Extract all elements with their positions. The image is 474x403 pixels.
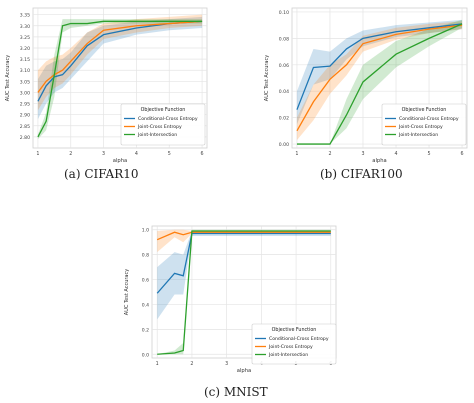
legend-entry: Conditional-Cross Entropy	[399, 116, 459, 122]
y-axis-label: AUC Test Accuracy	[264, 55, 270, 101]
y-tick-label: 2.90	[20, 113, 30, 119]
legend-entry: Joint-Intersection	[398, 132, 438, 138]
legend-box	[120, 103, 206, 146]
x-tick-label: 3	[361, 151, 364, 157]
caption-cifar100: (b) CIFAR100	[320, 167, 403, 181]
x-tick-label: 3	[225, 361, 228, 367]
series-line-jce	[156, 231, 331, 241]
confidence-band-cce	[37, 16, 203, 120]
y-tick-label: 0.06	[279, 63, 289, 69]
y-axis-label: AUC Test Accuracy	[124, 269, 130, 315]
y-tick-label: 3.25	[20, 35, 30, 41]
series-line-cce	[156, 232, 331, 294]
series-line-jce	[37, 20, 203, 93]
x-tick-label: 1	[36, 151, 39, 157]
x-tick-label: 4	[135, 151, 138, 157]
y-tick-label: 2.85	[20, 124, 30, 130]
confidence-band-jce	[37, 14, 203, 111]
x-tick-label: 2	[328, 151, 331, 157]
series-line-ji	[157, 230, 331, 355]
legend-entry: Joint-Cross Entropy	[268, 344, 313, 350]
x-tick-label: 4	[394, 151, 397, 157]
series-line-cce	[37, 20, 203, 102]
x-axis-label: alpha	[113, 158, 127, 164]
x-tick-label: 6	[461, 151, 464, 157]
y-tick-label: 0.8	[142, 253, 149, 259]
confidence-band-jce	[296, 21, 463, 141]
chart-cifar10-svg: 2.80 2.85 2.90 2.95 3.00 3.05 3.10 3.15 3.20 3.25…	[5, 7, 208, 164]
y-tick-label: 0.08	[279, 36, 289, 42]
y-tick-label: 2.80	[20, 135, 30, 141]
y-tick-label: 3.30	[20, 24, 30, 30]
y-tick-label: 0.2	[142, 327, 149, 333]
series-line-jce	[296, 24, 463, 132]
chart-cifar100-svg: 0.00 0.02 0.04 0.06 0.08 0.10 1 2 3 4 5 6 alpha AUC T…	[264, 7, 468, 164]
y-tick-label: 3.05	[20, 79, 30, 85]
chart-cifar10: 2.80 2.85 2.90 2.95 3.00 3.05 3.10 3.15 3.20 3.25…	[0, 0, 220, 165]
x-tick-label: 2	[69, 151, 72, 157]
legend-entry: Joint-Intersection	[137, 132, 177, 138]
y-axis-label: AUC Test Accuracy	[5, 55, 11, 101]
y-tick-label: 0.04	[279, 89, 289, 95]
x-tick-label: 1	[156, 361, 159, 367]
y-tick-label: 0.6	[142, 278, 149, 284]
legend-entry: Conditional-Cross Entropy	[269, 336, 329, 342]
confidence-band-cce	[296, 19, 463, 125]
x-tick-label: 6	[201, 151, 204, 157]
y-tick-label: 0.0	[142, 352, 149, 358]
x-tick-label: 5	[427, 151, 430, 157]
y-tick-label: 1.0	[142, 228, 149, 234]
y-tick-label: 0.00	[279, 142, 289, 148]
y-tick-label: 3.15	[20, 57, 30, 63]
series-line-cce	[296, 23, 463, 110]
x-tick-label: 1	[295, 151, 298, 157]
y-tick-label: 2.95	[20, 102, 30, 108]
legend-box	[381, 103, 467, 146]
chart-cifar100: 0.00 0.02 0.04 0.06 0.08 0.10 1 2 3 4 5 6 alpha AUC T…	[252, 0, 472, 165]
legend-entry: Joint-Cross Entropy	[137, 124, 182, 130]
legend-title: Objective Function	[402, 107, 447, 113]
y-tick-label: 3.35	[20, 13, 30, 19]
legend-title: Objective Function	[272, 327, 317, 333]
y-tick-label: 3.00	[20, 90, 30, 96]
y-tick-label: 0.02	[279, 116, 289, 122]
series-line-ji	[296, 23, 463, 145]
caption-mnist: (c) MNIST	[204, 385, 268, 399]
legend-entry: Conditional-Cross Entropy	[138, 116, 198, 122]
legend-entry: Joint-Intersection	[268, 352, 308, 358]
caption-cifar10: (a) CIFAR10	[64, 167, 139, 181]
chart-mnist: 0.0 0.2 0.4 0.6 0.8 1.0 1 2 3 4 5 6 alpha AUC Test Ac…	[120, 212, 350, 382]
x-tick-label: 2	[190, 361, 193, 367]
y-tick-label: 3.20	[20, 46, 30, 52]
legend-box	[251, 323, 337, 365]
x-tick-label: 3	[102, 151, 105, 157]
y-tick-label: 3.10	[20, 68, 30, 74]
legend-entry: Joint-Cross Entropy	[398, 124, 443, 130]
confidence-band-ji	[296, 19, 463, 145]
series-line-ji	[37, 20, 203, 138]
legend-title: Objective Function	[141, 107, 186, 113]
x-axis-label: alpha	[237, 368, 251, 374]
y-tick-label: 0.10	[279, 10, 289, 16]
x-tick-label: 5	[168, 151, 171, 157]
y-tick-label: 0.4	[142, 302, 149, 308]
x-axis-label: alpha	[372, 158, 386, 164]
